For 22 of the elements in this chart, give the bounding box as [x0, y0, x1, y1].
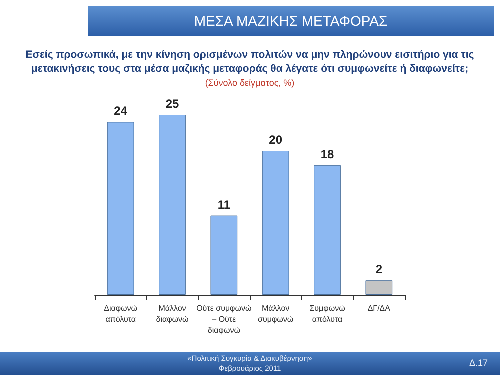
- x-tick-label: Ούτε συμφωνώ – Ούτε διαφωνώ: [196, 304, 252, 335]
- bar: [262, 151, 290, 295]
- text: (Σύνολο δείγματος, %): [204, 78, 296, 88]
- data-label: 25: [166, 97, 180, 111]
- bar: [314, 165, 341, 295]
- data-label: 18: [320, 147, 334, 162]
- data-label: 2: [376, 262, 383, 277]
- chart-title: ΜΕΣΑ ΜΑΖΙΚΗΣ ΜΕΤΑΦΟΡΑΣ: [88, 6, 494, 36]
- bar: [159, 115, 186, 295]
- x-tick-label: Συμφωνώ απόλυτα: [310, 304, 346, 324]
- data-label: 24: [114, 104, 128, 118]
- x-tick-label: Μάλλον συμφωνώ: [258, 304, 294, 324]
- data-label: 20: [269, 133, 283, 147]
- x-tick-label: ΔΓ/ΔΑ: [368, 304, 392, 313]
- bar: [366, 280, 393, 295]
- x-tick-label: Διαφωνώ απόλυτα: [104, 304, 138, 324]
- bar: [107, 122, 134, 295]
- data-label: 11: [218, 198, 231, 212]
- text: Δ.17: [469, 358, 488, 368]
- x-tick-label: Μάλλον διαφωνώ: [156, 304, 189, 324]
- bar: [210, 216, 238, 295]
- chart-subtitle: Εσείς προσωπικά, με την κίνηση ορισμένων πολιτών να μην πληρώνουν εισιτήριο για τις μετακινήσεις τους στα μέσα μαζικής μεταφοράς θα λέγατε ότι συμφωνείτε ή διαφωνείτε;: [24, 48, 476, 76]
